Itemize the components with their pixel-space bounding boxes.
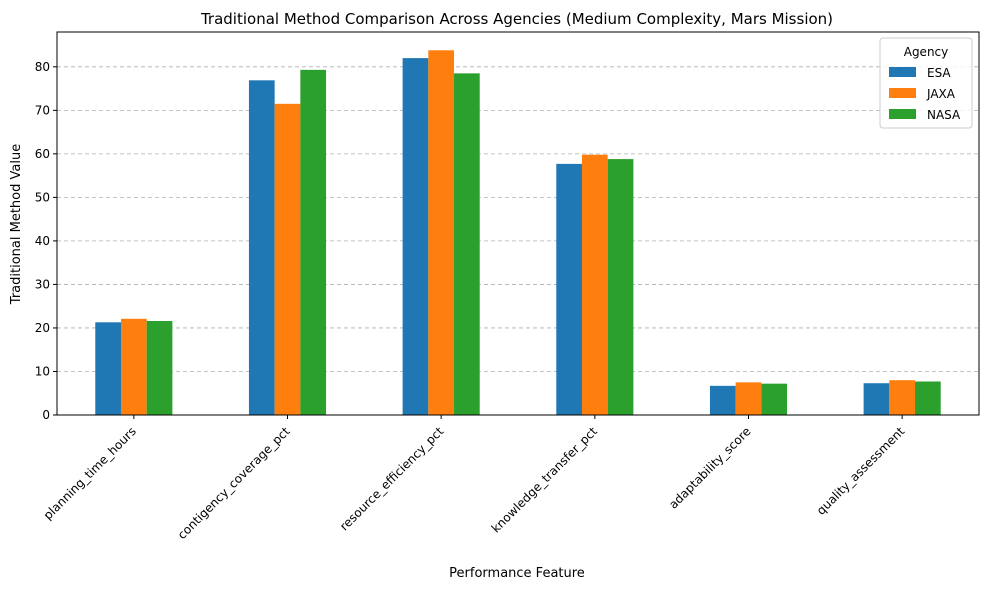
y-tick-label: 60 (35, 147, 50, 161)
y-tick-label: 40 (35, 234, 50, 248)
x-tick-label: contigency_coverage_pct (175, 424, 293, 542)
bar-jaxa-adaptability_score (735, 382, 762, 415)
legend-swatch-esa (889, 67, 916, 77)
x-axis-label: Performance Feature (449, 566, 585, 581)
bar-esa-contigency_coverage_pct (248, 80, 275, 415)
bar-esa-knowledge_transfer_pct (556, 163, 582, 415)
x-tick-label: quality_assessment (814, 424, 908, 518)
y-tick-label: 50 (35, 190, 50, 204)
legend-swatch-jaxa (889, 88, 916, 98)
x-tick-label: resource_efficiency_pct (337, 424, 446, 533)
grid-lines (57, 66, 979, 372)
y-tick-label: 80 (35, 60, 50, 74)
legend-swatch-nasa (889, 109, 916, 119)
y-tick-label: 30 (35, 277, 50, 291)
bar-jaxa-contigency_coverage_pct (274, 103, 301, 415)
bar-esa-planning_time_hours (95, 322, 121, 415)
y-tick-label: 20 (35, 321, 50, 335)
chart-title: Traditional Method Comparison Across Age… (200, 10, 833, 28)
x-tick-label: knowledge_transfer_pct (489, 424, 600, 535)
bar-jaxa-resource_efficiency_pct (428, 50, 455, 416)
bar-nasa-knowledge_transfer_pct (607, 159, 634, 415)
y-axis-label: Traditional Method Value (9, 144, 24, 305)
legend-box (879, 37, 973, 129)
bar-esa-quality_assessment (863, 383, 890, 415)
y-axis: 0 10 20 30 40 50 60 70 80 (35, 60, 57, 422)
bar-esa-adaptability_score (709, 385, 736, 415)
bar-jaxa-planning_time_hours (120, 318, 147, 415)
x-tick-label: planning_time_hours (41, 424, 139, 522)
bar-jaxa-quality_assessment (889, 380, 916, 415)
bar-nasa-adaptability_score (761, 383, 788, 415)
bar-nasa-resource_efficiency_pct (454, 73, 480, 415)
bar-nasa-planning_time_hours (146, 320, 173, 415)
y-tick-label: 70 (35, 103, 50, 117)
legend-label-jaxa: JAXA (926, 87, 956, 101)
bar-jaxa-knowledge_transfer_pct (581, 154, 608, 416)
bar-nasa-quality_assessment (915, 381, 941, 415)
legend-title: Agency (904, 45, 949, 59)
y-tick-label: 0 (42, 408, 50, 422)
plot-frame (56, 31, 980, 416)
bar-esa-resource_efficiency_pct (402, 58, 429, 415)
legend-label-esa: ESA (927, 66, 951, 80)
bars-group (95, 50, 941, 416)
legend-label-nasa: NASA (927, 108, 961, 122)
legend: Agency ESA JAXA NASA (879, 37, 973, 129)
x-axis: planning_time_hours contigency_coverage_p… (41, 415, 908, 542)
y-tick-label: 10 (35, 364, 50, 378)
bar-nasa-contigency_coverage_pct (300, 69, 327, 415)
x-tick-label: adaptability_score (666, 424, 753, 511)
